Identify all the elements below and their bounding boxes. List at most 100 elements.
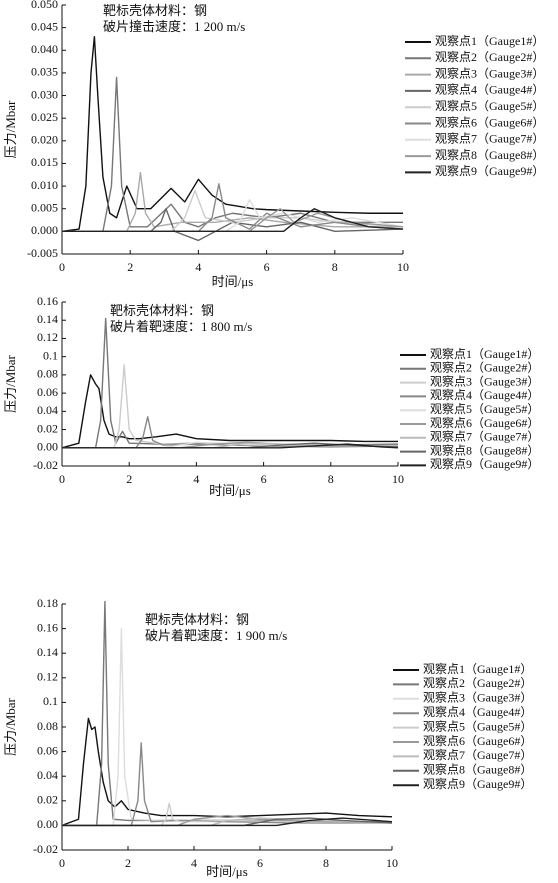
y-tick-label: 0.00: [37, 440, 58, 454]
y-tick-label: 0.1: [43, 348, 58, 362]
data-line: [62, 742, 392, 827]
data-line: [62, 443, 399, 449]
x-tick-label: 2: [127, 260, 133, 274]
y-tick-label: -0.005: [27, 246, 58, 260]
y-tick-label: 0.035: [31, 65, 58, 79]
data-line: [62, 817, 393, 827]
legend-label: 观察点9（Gauge9#）: [423, 777, 532, 791]
y-tick-label: 0.08: [37, 719, 58, 733]
legend-label: 观察点4（Gauge4#）: [435, 83, 544, 97]
legend-label: 观察点2（Gauge2#）: [423, 676, 532, 690]
x-tick-label: 8: [323, 856, 329, 870]
x-tick-label: 0: [59, 856, 65, 870]
y-axis-label: 压力/Mbar: [3, 354, 18, 412]
y-tick-label: 0.02: [37, 421, 58, 435]
legend-label: 观察点8（Gauge8#）: [430, 443, 539, 457]
legend-label: 观察点7（Gauge7#）: [435, 132, 544, 146]
y-tick-label: 0.1: [43, 694, 58, 708]
y-tick-label: 0.040: [31, 42, 58, 56]
annotation: 破片撞击速度：1 200 m/s: [103, 19, 245, 34]
y-tick-label: 0.16: [37, 620, 58, 634]
y-tick-label: -0.02: [33, 842, 58, 856]
data-line: [62, 183, 404, 233]
x-tick-label: 10: [397, 260, 409, 274]
y-tick-label: 0.050: [31, 0, 58, 11]
legend-label: 观察点5（Gauge5#）: [423, 719, 532, 733]
y-tick-label: 0.04: [37, 403, 58, 417]
y-tick-label: 0.06: [37, 743, 58, 757]
annotation: 破片着靶速度：1 800 m/s: [110, 319, 252, 334]
annotation: 破片着靶速度：1 900 m/s: [145, 628, 287, 643]
data-line: [62, 76, 403, 233]
x-axis-label: 时间/μs: [206, 864, 248, 879]
x-tick-label: 6: [257, 856, 263, 870]
legend-label: 观察点3（Gauge3#）: [423, 691, 532, 705]
data-line: [62, 189, 404, 233]
y-tick-label: 0.015: [31, 155, 58, 169]
y-tick-label: 0.14: [37, 645, 58, 659]
legend-label: 观察点6（Gauge6#）: [430, 416, 539, 430]
x-tick-label: 6: [261, 472, 267, 486]
data-line: [61, 717, 393, 827]
legend-label: 观察点2（Gauge2#）: [435, 50, 544, 64]
legend-label: 观察点6（Gauge6#）: [423, 734, 532, 748]
y-tick-label: 0.010: [31, 178, 58, 192]
y-tick-label: 0.045: [31, 19, 58, 33]
legend-label: 观察点9（Gauge9#）: [435, 164, 544, 178]
y-tick-label: 0.16: [37, 294, 58, 308]
annotation: 靶标壳体材料：钢: [103, 3, 207, 18]
x-tick-label: 2: [125, 856, 131, 870]
data-line: [62, 317, 399, 449]
data-line: [62, 802, 393, 827]
y-tick-label: 0.12: [37, 670, 58, 684]
x-tick-label: 10: [386, 856, 398, 870]
legend-label: 观察点2（Gauge2#）: [430, 361, 539, 375]
y-axis-label: 压力/Mbar: [3, 697, 18, 755]
y-tick-label: 0.06: [37, 385, 58, 399]
x-axis-label: 时间/μs: [212, 274, 254, 289]
legend-label: 观察点7（Gauge7#）: [430, 430, 539, 444]
x-tick-label: 6: [264, 260, 270, 274]
legend-label: 观察点1（Gauge1#）: [435, 34, 544, 48]
legend-label: 观察点1（Gauge1#）: [430, 347, 539, 361]
y-tick-label: 0.005: [31, 200, 58, 214]
x-tick-label: 10: [392, 472, 404, 486]
y-tick-label: 0.14: [37, 312, 58, 326]
x-tick-label: 4: [195, 260, 201, 274]
x-tick-label: 8: [332, 260, 338, 274]
x-tick-label: 4: [193, 472, 199, 486]
legend-label: 观察点5（Gauge5#）: [430, 402, 539, 416]
x-axis-label: 时间/μs: [209, 483, 251, 498]
legend-label: 观察点1（Gauge1#）: [423, 662, 532, 676]
y-axis-label: 压力/Mbar: [3, 100, 18, 158]
x-tick-label: 4: [191, 856, 197, 870]
data-line: [62, 208, 404, 233]
legend-label: 观察点4（Gauge4#）: [430, 388, 539, 402]
y-tick-label: 0.000: [31, 223, 58, 237]
y-tick-label: 0.025: [31, 110, 58, 124]
y-tick-label: 0.18: [37, 596, 58, 610]
x-tick-label: 0: [59, 472, 65, 486]
y-tick-label: -0.02: [33, 458, 58, 472]
data-line: [61, 35, 403, 233]
annotation: 靶标壳体材料：钢: [145, 612, 249, 627]
legend-label: 观察点3（Gauge3#）: [430, 374, 539, 388]
data-line: [61, 374, 398, 449]
legend-label: 观察点7（Gauge7#）: [423, 748, 532, 762]
y-tick-label: 0.030: [31, 87, 58, 101]
legend-label: 观察点6（Gauge6#）: [435, 115, 544, 129]
y-tick-label: 0.02: [37, 793, 58, 807]
x-tick-label: 0: [59, 260, 65, 274]
x-tick-label: 8: [328, 472, 334, 486]
y-tick-label: 0.020: [31, 133, 58, 147]
annotation: 靶标壳体材料：钢: [110, 303, 214, 318]
x-tick-label: 2: [126, 472, 132, 486]
legend-label: 观察点8（Gauge8#）: [435, 148, 544, 162]
y-tick-label: 0.00: [37, 817, 58, 831]
y-tick-label: 0.12: [37, 330, 58, 344]
legend-label: 观察点8（Gauge8#）: [423, 763, 532, 777]
legend-label: 观察点5（Gauge5#）: [435, 99, 544, 113]
y-tick-label: 0.04: [37, 768, 58, 782]
